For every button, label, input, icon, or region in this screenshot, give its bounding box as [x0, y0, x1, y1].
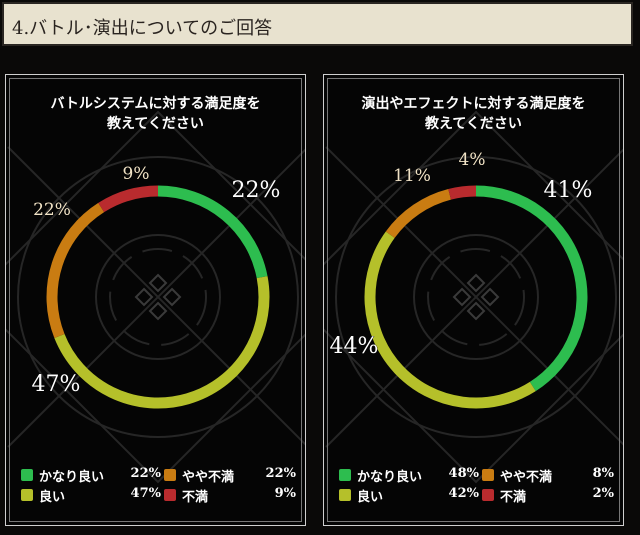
- legend-label: かなり良い: [39, 470, 105, 485]
- legend-swatch: [482, 469, 494, 481]
- legend-percent: 42%: [448, 486, 479, 501]
- ornament-diamond-small: [452, 287, 472, 307]
- chart-panel-effects: 41% 44% 11% 4% 演出やエフェクトに対する満足度を 教えてください かなり…: [323, 74, 624, 526]
- legend-item-very-good: かなり良い 22%: [21, 466, 161, 486]
- chart-title-line-2: 教えてください: [425, 116, 522, 132]
- ornament-ring-dashed: [427, 248, 525, 346]
- legend-item-somewhat-dissatisfied: やや不満 22%: [164, 466, 296, 486]
- chart-panel-battle: 22% 47% 22% 9% バトルシステムに対する満足度を 教えてください かなり良…: [5, 74, 306, 526]
- legend-percent: 48%: [448, 466, 479, 481]
- slice-label-0: 41%: [544, 178, 593, 203]
- donut-slice-3: [98, 185, 159, 213]
- legend-percent: 22%: [265, 466, 296, 481]
- donut-slice-0: [475, 185, 588, 392]
- ornament-cross-lines: [7, 146, 305, 448]
- legend-label: 不満: [182, 490, 209, 505]
- section-header: 4.バトル･演出についてのご回答: [2, 2, 633, 46]
- chart-title-line-1: バトルシステムに対する満足度を: [50, 96, 261, 112]
- ornament-ring-inner: [95, 234, 221, 360]
- legend-label: 不満: [500, 490, 527, 505]
- legend-label: 良い: [357, 490, 384, 505]
- ornament-ring-outer: [17, 156, 299, 438]
- legend-item-dissatisfied: 不満 9%: [164, 486, 296, 506]
- legend-label: やや不満: [182, 470, 235, 485]
- background-ornament: [324, 110, 623, 484]
- donut-chart-effects: 41% 44% 11% 4%: [324, 110, 623, 484]
- ornament-diamond-small: [480, 287, 500, 307]
- legend-percent: 22%: [130, 466, 161, 481]
- legend-item-good: 良い 47%: [21, 486, 161, 506]
- ornament-diamond-outer: [324, 110, 623, 484]
- slice-label-1: 47%: [32, 372, 81, 397]
- slice-label-2: 22%: [33, 200, 71, 220]
- legend-swatch: [339, 489, 351, 501]
- legend-item-somewhat-dissatisfied: やや不満 8%: [482, 466, 614, 486]
- legend-item-very-good: かなり良い 48%: [339, 466, 479, 486]
- ornament-diamond-cluster: [452, 273, 500, 321]
- ornament-diamond-cluster: [134, 273, 182, 321]
- legend-swatch: [21, 489, 33, 501]
- legend-percent: 8%: [592, 466, 614, 481]
- donut-slice-2: [385, 189, 452, 239]
- ornament-diamond-small: [134, 287, 154, 307]
- legend-swatch: [339, 469, 351, 481]
- legend-item-dissatisfied: 不満 2%: [482, 486, 614, 506]
- ornament-diamond-outer: [6, 110, 305, 484]
- ornament-diamond-small: [148, 273, 168, 293]
- chart-title-line-2: 教えてください: [107, 116, 204, 132]
- donut-slice-2: [46, 202, 105, 339]
- legend-label: 良い: [39, 490, 66, 505]
- section-title: 4.バトル･演出についてのご回答: [12, 18, 273, 39]
- ornament-diamond-small: [162, 287, 182, 307]
- slice-label-0: 22%: [232, 178, 281, 203]
- legend-label: やや不満: [500, 470, 553, 485]
- ornament-diamond-small: [466, 301, 486, 321]
- legend-swatch: [21, 469, 33, 481]
- legend-percent: 9%: [274, 486, 296, 501]
- ornament-diamond-small: [148, 301, 168, 321]
- legend-item-good: 良い 42%: [339, 486, 479, 506]
- legend-swatch: [482, 489, 494, 501]
- legend-label: かなり良い: [357, 470, 423, 485]
- slice-label-1: 44%: [330, 334, 379, 359]
- donut-slice-0: [157, 185, 268, 279]
- ornament-diamond-small: [466, 273, 486, 293]
- donut-slice-1: [364, 231, 536, 409]
- slice-label-2: 11%: [393, 166, 431, 186]
- slice-label-3: 9%: [123, 164, 150, 184]
- donut-chart-battle: 22% 47% 22% 9%: [6, 110, 305, 484]
- ornament-ring-outer: [335, 156, 617, 438]
- ornament-ring-inner: [413, 234, 539, 360]
- legend-swatch: [164, 489, 176, 501]
- donut-slice-3: [448, 185, 477, 200]
- background-ornament: [6, 110, 305, 484]
- slice-label-3: 4%: [459, 150, 486, 170]
- legend-swatch: [164, 469, 176, 481]
- legend-percent: 47%: [130, 486, 161, 501]
- ornament-ring-dashed: [109, 248, 207, 346]
- ornament-cross-lines: [325, 146, 623, 448]
- legend-percent: 2%: [592, 486, 614, 501]
- chart-title-line-1: 演出やエフェクトに対する満足度を: [361, 96, 586, 112]
- donut-slice-1: [54, 276, 270, 409]
